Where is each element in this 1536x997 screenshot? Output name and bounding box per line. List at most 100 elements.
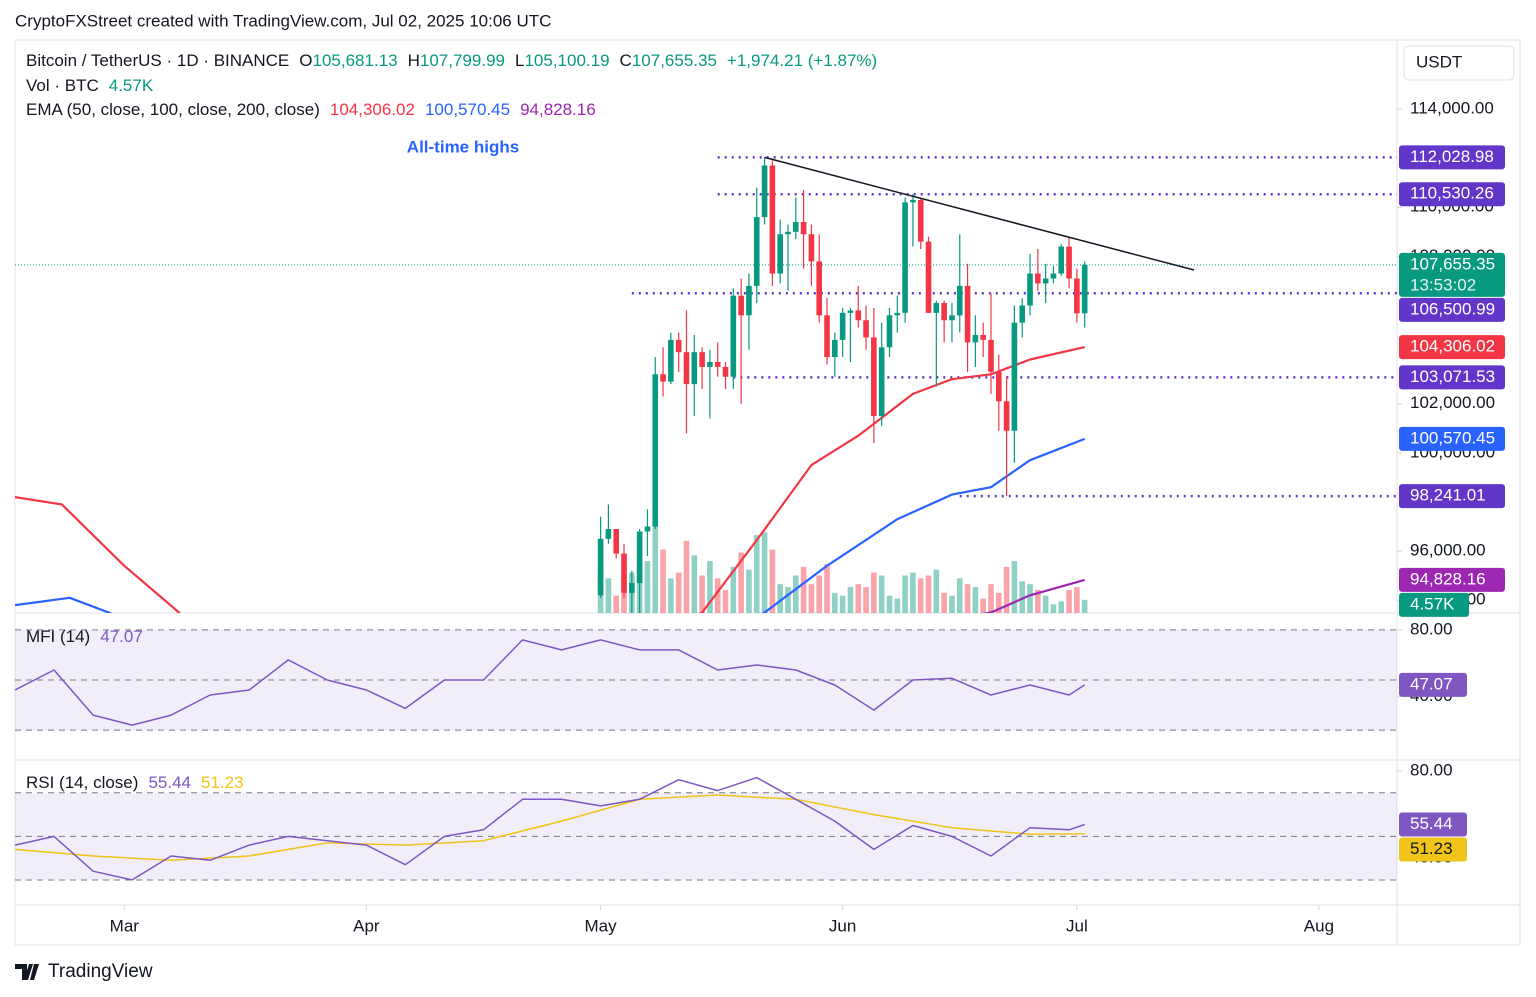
volume-bar xyxy=(964,584,971,613)
legend: Vol · BTC 4.57K xyxy=(26,76,154,95)
y-tick-label: 80.00 xyxy=(1410,619,1453,638)
candle-body xyxy=(808,234,815,262)
volume-bar xyxy=(839,595,846,613)
volume-bar xyxy=(1027,584,1033,613)
x-tick-label: May xyxy=(585,916,618,935)
candle-body xyxy=(1074,278,1080,314)
price-badge xyxy=(1399,484,1505,509)
volume-bar xyxy=(972,587,979,613)
candle-body xyxy=(1027,273,1033,306)
rsi-line xyxy=(15,776,1085,881)
candle-body xyxy=(660,374,666,382)
legend-item: 100,570.45 xyxy=(425,100,510,119)
candle-body xyxy=(988,339,994,372)
candle-body xyxy=(878,347,885,417)
volume-bar xyxy=(863,587,869,613)
volume-bar xyxy=(949,595,955,613)
volume-bar xyxy=(792,575,799,613)
candle-body xyxy=(785,231,791,235)
candle-body xyxy=(644,526,651,532)
candle-body xyxy=(730,295,737,377)
volume-bar xyxy=(1050,604,1057,613)
candle-body xyxy=(863,320,869,338)
price-badge xyxy=(1399,567,1505,592)
attribution: CryptoFXStreet created with TradingView.… xyxy=(15,11,551,30)
candle-body xyxy=(980,334,986,340)
candle-body xyxy=(925,241,932,313)
candle-body xyxy=(886,315,893,348)
candle-body xyxy=(1003,401,1010,431)
volume-bar xyxy=(1074,587,1080,613)
legend-item: MFI (14) xyxy=(26,627,90,646)
currency: USDT xyxy=(1416,52,1462,71)
legend-item: EMA (50, close, 100, close, 200, close) xyxy=(26,100,320,119)
legend-item: 105,681.13 xyxy=(313,51,398,70)
legend: MFI (14) 47.07 xyxy=(26,627,143,646)
candle-body xyxy=(832,339,838,358)
candle-body xyxy=(714,361,721,367)
legend: Bitcoin / TetherUS · 1D · BINANCE O105,68… xyxy=(26,51,877,70)
annotation: All-time highs xyxy=(407,137,519,156)
legend-item: L xyxy=(515,51,524,70)
volume-bar xyxy=(746,569,752,613)
volume-bar xyxy=(832,592,838,613)
volume-bar xyxy=(714,578,721,613)
price-badge xyxy=(1399,812,1467,837)
candle-body xyxy=(816,261,823,316)
candle-body xyxy=(691,352,698,385)
price-badge-label: 110,530.26 xyxy=(1410,184,1494,203)
legend-item: Bitcoin / TetherUS · 1D · BINANCE xyxy=(26,51,289,70)
volume-bar xyxy=(785,587,791,613)
candle-body xyxy=(894,312,901,316)
ema-line xyxy=(15,346,1085,613)
volume-bar xyxy=(707,561,713,613)
candle-body xyxy=(1058,246,1065,274)
volume-bar xyxy=(722,589,729,613)
legend-item: 107,799.99 xyxy=(420,51,505,70)
candle-body xyxy=(675,339,682,353)
logo-mark xyxy=(15,964,39,980)
candle-body xyxy=(949,315,955,321)
volume-bar xyxy=(1042,595,1049,613)
price-badge-label: 103,071.53 xyxy=(1410,367,1495,386)
legend-item: 47.07 xyxy=(100,627,143,646)
volume-bar xyxy=(902,575,908,613)
price-badge-label: 94,828.16 xyxy=(1410,569,1486,588)
price-badge-label: 100,570.45 xyxy=(1410,428,1495,447)
legend-item: 55.44 xyxy=(148,773,191,792)
candle-body xyxy=(902,202,908,313)
price-badge-label: 4.57K xyxy=(1410,594,1455,613)
candle-body xyxy=(722,366,729,377)
candle-body xyxy=(777,234,783,274)
ema-line xyxy=(982,578,1085,613)
band-fill xyxy=(15,629,1397,731)
candle-body xyxy=(995,371,1002,402)
currency-box[interactable] xyxy=(1403,45,1515,81)
price-badge-label: 104,306.02 xyxy=(1410,337,1495,356)
candle-body xyxy=(761,165,768,218)
volume-bar xyxy=(1081,599,1088,613)
candle-body xyxy=(855,310,862,321)
price-badge-label: 112,028.98 xyxy=(1410,147,1494,166)
x-tick-label: Apr xyxy=(353,916,380,935)
volume-bar xyxy=(777,584,783,613)
volume-bar xyxy=(816,575,823,613)
candle-body xyxy=(910,199,916,203)
volume-bar xyxy=(808,584,815,613)
candle-body xyxy=(683,352,690,385)
x-tick-label: Jul xyxy=(1066,916,1088,935)
volume-bar xyxy=(668,578,674,613)
volume-bar xyxy=(660,549,666,613)
x-tick-label: Mar xyxy=(110,916,140,935)
candle-body xyxy=(847,310,854,313)
volume-bar xyxy=(761,532,768,613)
price-badge-label: 55.44 xyxy=(1410,814,1453,833)
volume-bar xyxy=(871,572,877,613)
brand: TradingView xyxy=(48,961,153,982)
price-badge-label: 51.23 xyxy=(1410,839,1453,858)
volume-bar xyxy=(1058,601,1065,613)
legend-item: C xyxy=(620,51,632,70)
